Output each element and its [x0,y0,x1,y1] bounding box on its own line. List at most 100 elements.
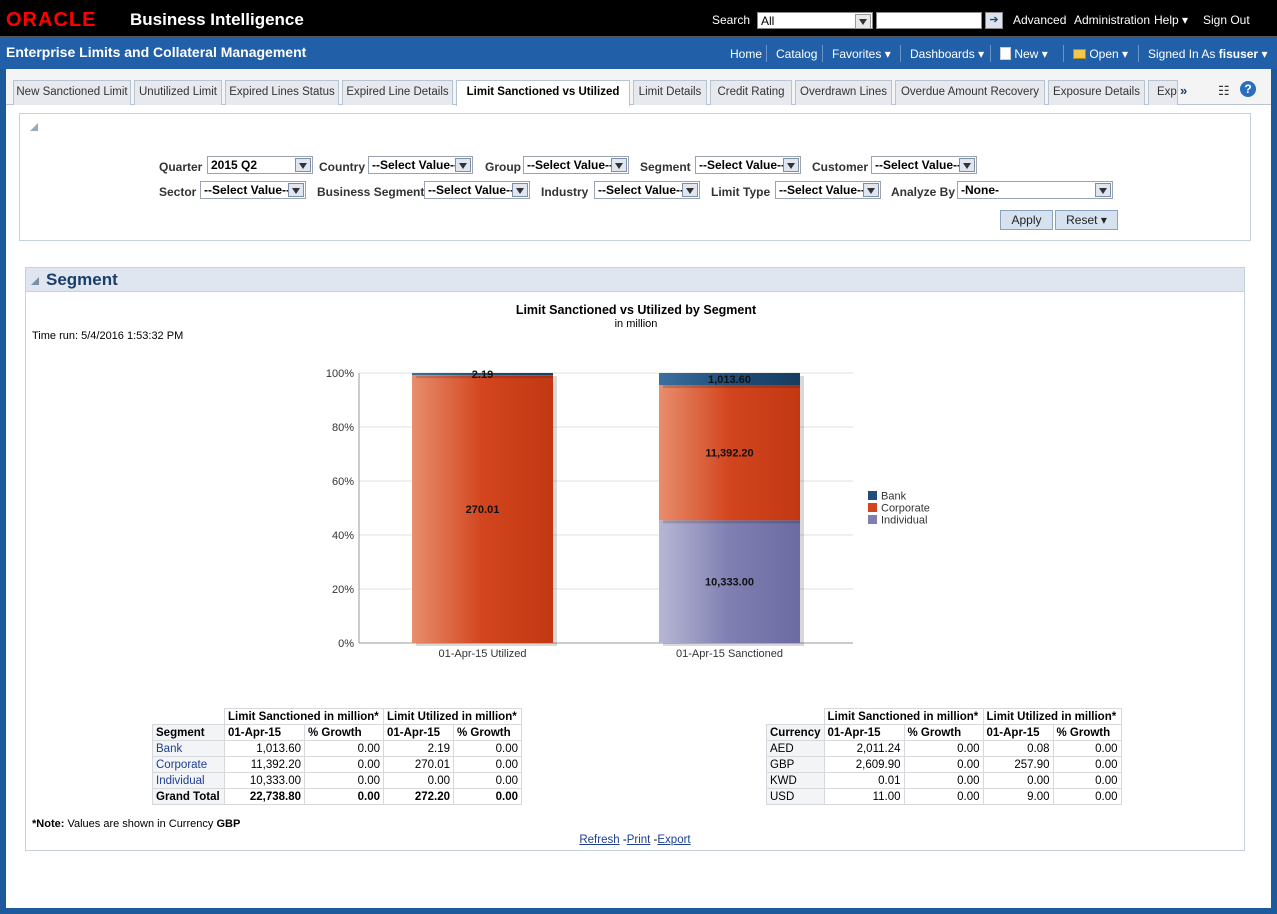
new-menu[interactable]: New ▾ [990,45,1048,62]
reset-button[interactable]: Reset ▾ [1055,210,1118,230]
caret-down-icon: ▾ [1122,47,1129,61]
tab-overdrawn-lines[interactable]: Overdrawn Lines [795,80,892,105]
print-link[interactable]: Print [626,834,651,846]
help-menu[interactable]: Help ▾ [1154,13,1188,27]
legend-label-bank[interactable]: Bank [881,491,907,503]
dashboards-menu[interactable]: Dashboards ▾ [900,45,984,62]
table-cell: 0.00 [1052,788,1122,805]
limit-type-label: Limit Type [711,185,771,199]
export-link[interactable]: Export [657,834,691,846]
section-title: Segment [46,270,118,289]
tab-overdue-amount-recovery[interactable]: Overdue Amount Recovery [895,80,1045,105]
currency-note: *Note: Values are shown in Currency GBP [32,818,240,830]
tab-unutilized-limit[interactable]: Unutilized Limit [134,80,222,105]
business-segment-select[interactable]: --Select Value-- [424,181,530,199]
bar-segment-bank[interactable] [659,373,800,386]
page-options-icon[interactable]: ☷ [1218,83,1230,98]
tab-credit-rating[interactable]: Credit Rating [710,80,792,105]
help-icon[interactable]: ? [1240,81,1256,97]
advanced-link[interactable]: Advanced [1013,13,1067,27]
nav-divider [766,45,767,62]
more-tabs-icon[interactable]: » [1180,83,1188,98]
search-label: Search [712,13,751,27]
country-label: Country [319,160,365,174]
customer-select[interactable]: --Select Value-- [871,156,977,174]
group-select[interactable]: --Select Value-- [523,156,629,174]
tab-exposure-details[interactable]: Exposure Details [1048,80,1145,105]
nav-divider [900,45,901,62]
segment-label: Segment [640,160,691,174]
segment-select[interactable]: --Select Value-- [695,156,801,174]
prompts-panel: Quarter 2015 Q2 Country --Select Value--… [19,113,1251,241]
currency-table: Limit Sanctioned in million* Limit Utili… [766,708,1122,805]
table-cell: USD [766,788,825,805]
legend-label-individual[interactable]: Individual [881,515,927,527]
table-cell: 270.01 [383,756,454,773]
column-header: 01-Apr-15 [383,724,454,741]
tab-new-sanctioned-limit[interactable]: New Sanctioned Limit [13,80,131,105]
data-label: 11,392.20 [705,448,753,460]
segment-section: Segment Limit Sanctioned vs Utilized by … [25,267,1245,851]
y-tick-label: 80% [332,422,354,434]
search-input[interactable] [876,12,982,29]
tab-limit-sanctioned-vs-utilized[interactable]: Limit Sanctioned vs Utilized [456,80,630,106]
analyze-by-select[interactable]: -None- [957,181,1113,199]
app-title: Enterprise Limits and Collateral Managem… [6,44,307,60]
table-cell: 0.00 [453,788,522,805]
analyze-by-label: Analyze By [891,185,956,199]
quarter-select[interactable]: 2015 Q2 [207,156,313,174]
bar-segment-individual[interactable] [659,520,800,643]
tab-exposure-truncated[interactable]: Expo [1148,80,1178,105]
dashboards-label: Dashboards [910,47,975,61]
limit-type-select[interactable]: --Select Value-- [775,181,881,199]
group-label: Group [485,160,521,174]
customer-value: --Select Value-- [875,158,962,172]
home-link[interactable]: Home [730,47,763,61]
favorites-menu[interactable]: Favorites ▾ [822,45,891,62]
chevron-down-icon [783,158,799,172]
new-label: New [1014,47,1039,61]
refresh-link[interactable]: Refresh [579,834,620,846]
column-header: % Growth [1052,724,1122,741]
administration-link[interactable]: Administration [1074,13,1151,27]
collapse-icon[interactable] [30,123,38,131]
collapse-icon[interactable] [31,277,39,285]
table-cell: 2,609.90 [823,756,905,773]
industry-select[interactable]: --Select Value-- [594,181,700,199]
table-cell: 0.00 [453,772,522,789]
signed-in-info[interactable]: Signed In As fisuser ▾ [1138,45,1267,62]
table-cell: 0.00 [304,788,384,805]
grand-total-label: Grand Total [152,788,225,805]
legend-label-corporate[interactable]: Corporate [881,503,930,515]
bar-shadow [416,376,557,379]
segment-link-individual[interactable]: Individual [152,772,225,789]
y-tick-label: 0% [338,638,354,650]
sector-select[interactable]: --Select Value-- [200,181,306,199]
folder-icon [1073,49,1086,59]
column-header: Segment [152,724,225,741]
search-go-button[interactable]: ➔ [985,12,1003,29]
segment-link-corporate[interactable]: Corporate [152,756,225,773]
catalog-link[interactable]: Catalog [766,45,817,62]
column-header: 01-Apr-15 [823,724,905,741]
segment-value: --Select Value-- [699,158,786,172]
reset-label: Reset [1066,213,1098,227]
bar-segment-corporate[interactable] [659,385,800,521]
tab-expired-lines-status[interactable]: Expired Lines Status [225,80,339,105]
country-select[interactable]: --Select Value-- [368,156,473,174]
tab-expired-line-details[interactable]: Expired Line Details [342,80,453,105]
bar-segment-corporate[interactable] [412,375,553,643]
industry-value: --Select Value-- [598,183,685,197]
tab-limit-details[interactable]: Limit Details [633,80,707,105]
x-tick-label: 01-Apr-15 Utilized [438,648,526,660]
table-cell: 11,392.20 [224,756,305,773]
bar-segment-bank[interactable] [412,373,553,376]
search-scope-select[interactable]: All [757,12,873,29]
stacked-bar-chart: 0% 20% 40% 60% 80% 100% 270.01 2.19 01-Apr-15 U… [326,368,930,660]
segment-link-bank[interactable]: Bank [152,740,225,757]
sign-out-link[interactable]: Sign Out [1203,13,1250,27]
open-label: Open [1089,47,1119,61]
apply-button[interactable]: Apply [1000,210,1053,230]
table-cell: 0.00 [383,772,454,789]
open-menu[interactable]: Open ▾ [1063,45,1129,62]
